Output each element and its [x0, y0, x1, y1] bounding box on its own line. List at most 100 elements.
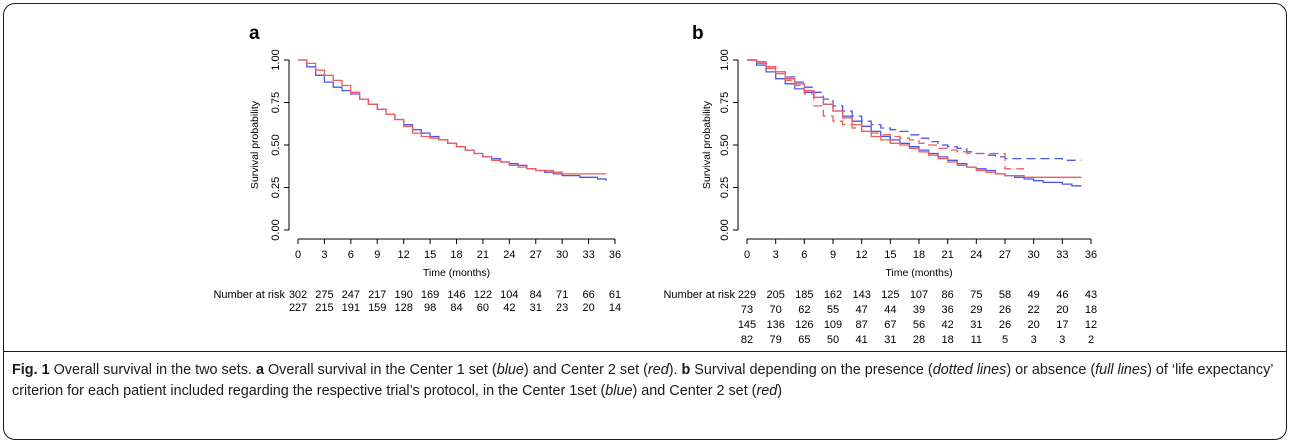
at-risk-value: 215 [315, 302, 333, 314]
at-risk-value: 20 [1028, 319, 1040, 331]
at-risk-value: 145 [738, 319, 756, 331]
x-tick-label: 36 [609, 249, 621, 261]
caption-color-red: red [756, 383, 778, 399]
at-risk-value: 31 [884, 334, 896, 346]
x-tick-label: 3 [321, 249, 327, 261]
x-tick-label: 24 [970, 249, 982, 261]
at-risk-value: 84 [450, 302, 462, 314]
at-risk-value: 36 [942, 304, 954, 316]
panel-letter: b [692, 23, 704, 44]
at-risk-value: 126 [795, 319, 813, 331]
x-tick-label: 33 [1056, 249, 1068, 261]
at-risk-value: 136 [766, 319, 784, 331]
at-risk-value: 20 [582, 302, 594, 314]
x-tick-label: 15 [884, 249, 896, 261]
at-risk-value: 84 [530, 289, 542, 301]
at-risk-value: 104 [500, 289, 518, 301]
caption-fig-label: Fig. 1 [12, 362, 50, 378]
at-risk-value: 61 [609, 289, 621, 301]
caption-text: ) of ‘life expectancy’ criterion for eac… [12, 362, 1273, 399]
at-risk-value: 302 [289, 289, 307, 301]
at-risk-value: 162 [824, 289, 842, 301]
at-risk-value: 205 [766, 289, 784, 301]
at-risk-value: 55 [827, 304, 839, 316]
y-tick-label: 0.00 [270, 219, 282, 240]
at-risk-value: 43 [1085, 289, 1097, 301]
at-risk-value: 229 [738, 289, 756, 301]
x-tick-label: 18 [450, 249, 462, 261]
y-tick-label: 0.75 [270, 92, 282, 113]
at-risk-value: 31 [970, 319, 982, 331]
at-risk-value: 143 [852, 289, 870, 301]
at-risk-value: 275 [315, 289, 333, 301]
x-tick-label: 21 [942, 249, 954, 261]
caption-text: Overall survival in the two sets. [49, 362, 256, 378]
at-risk-value: 56 [913, 319, 925, 331]
at-risk-value: 3 [1031, 334, 1037, 346]
caption-text: ) and Center 2 set ( [632, 383, 757, 399]
x-tick-label: 6 [348, 249, 354, 261]
at-risk-value: 70 [770, 304, 782, 316]
at-risk-value: 109 [824, 319, 842, 331]
number-at-risk-label: Number at risk [213, 289, 285, 301]
x-tick-label: 9 [830, 249, 836, 261]
y-tick-label: 0.75 [719, 92, 731, 113]
x-tick-label: 30 [556, 249, 568, 261]
at-risk-value: 23 [556, 302, 568, 314]
at-risk-value: 98 [424, 302, 436, 314]
at-risk-value: 46 [1056, 289, 1068, 301]
x-tick-label: 9 [374, 249, 380, 261]
at-risk-value: 86 [942, 289, 954, 301]
at-risk-value: 67 [884, 319, 896, 331]
x-tick-label: 6 [801, 249, 807, 261]
caption-text: ) [777, 383, 783, 399]
x-axis-label: Time (months) [885, 267, 952, 279]
caption-text: ). [668, 362, 682, 378]
at-risk-value: 49 [1028, 289, 1040, 301]
at-risk-value: 87 [856, 319, 868, 331]
at-risk-value: 128 [394, 302, 412, 314]
at-risk-value: 227 [289, 302, 307, 314]
at-risk-value: 47 [856, 304, 868, 316]
y-tick-label: 0.25 [719, 177, 731, 198]
figure-frame [3, 3, 1287, 440]
x-tick-label: 12 [398, 249, 410, 261]
y-tick-label: 0.50 [270, 134, 282, 155]
x-tick-label: 18 [913, 249, 925, 261]
at-risk-value: 107 [910, 289, 928, 301]
y-axis-label: Survival probability [249, 100, 261, 189]
y-tick-label: 0.50 [719, 134, 731, 155]
at-risk-value: 75 [970, 289, 982, 301]
at-risk-value: 125 [881, 289, 899, 301]
at-risk-value: 191 [342, 302, 360, 314]
at-risk-value: 146 [447, 289, 465, 301]
at-risk-value: 20 [1056, 304, 1068, 316]
at-risk-value: 12 [1085, 319, 1097, 331]
at-risk-value: 42 [942, 319, 954, 331]
at-risk-value: 62 [798, 304, 810, 316]
at-risk-value: 79 [770, 334, 782, 346]
caption-text: ) and Center 2 set ( [523, 362, 648, 378]
caption-text: ) or absence ( [1006, 362, 1096, 378]
at-risk-value: 73 [741, 304, 753, 316]
survival-curve-solid [298, 59, 607, 175]
at-risk-value: 82 [741, 334, 753, 346]
at-risk-value: 3 [1059, 334, 1065, 346]
x-tick-label: 30 [1028, 249, 1040, 261]
at-risk-value: 50 [827, 334, 839, 346]
figure-caption: Fig. 1 Overall survival in the two sets.… [12, 360, 1277, 402]
x-tick-label: 15 [424, 249, 436, 261]
at-risk-value: 159 [368, 302, 386, 314]
at-risk-value: 190 [394, 289, 412, 301]
at-risk-value: 41 [856, 334, 868, 346]
x-tick-label: 24 [503, 249, 515, 261]
panel-letter: a [249, 23, 260, 44]
y-tick-label: 1.00 [719, 49, 731, 70]
at-risk-value: 31 [530, 302, 542, 314]
caption-color-red: red [647, 362, 669, 378]
at-risk-value: 22 [1028, 304, 1040, 316]
caption-color-blue: blue [496, 362, 524, 378]
y-axis-label: Survival probability [701, 100, 713, 189]
